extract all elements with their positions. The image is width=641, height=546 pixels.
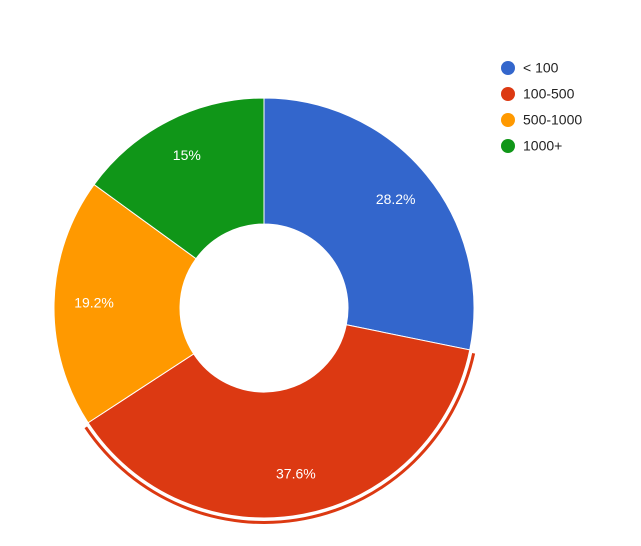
slice (93, 97, 265, 260)
legend-label: 100-500 (523, 86, 575, 102)
legend-label: < 100 (523, 60, 559, 76)
slice (53, 183, 197, 424)
legend-marker (501, 139, 515, 153)
legend-marker (501, 61, 515, 75)
slice (263, 97, 475, 351)
slice-label: 19.2% (74, 294, 114, 310)
slice-label: 15% (173, 147, 201, 163)
legend-label: 500-1000 (523, 112, 582, 128)
slice-label: 28.2% (376, 191, 416, 207)
slice-label: 37.6% (276, 466, 316, 482)
legend-label: 1000+ (523, 138, 562, 154)
slice (87, 324, 471, 519)
legend-marker (501, 87, 515, 101)
legend-marker (501, 113, 515, 127)
